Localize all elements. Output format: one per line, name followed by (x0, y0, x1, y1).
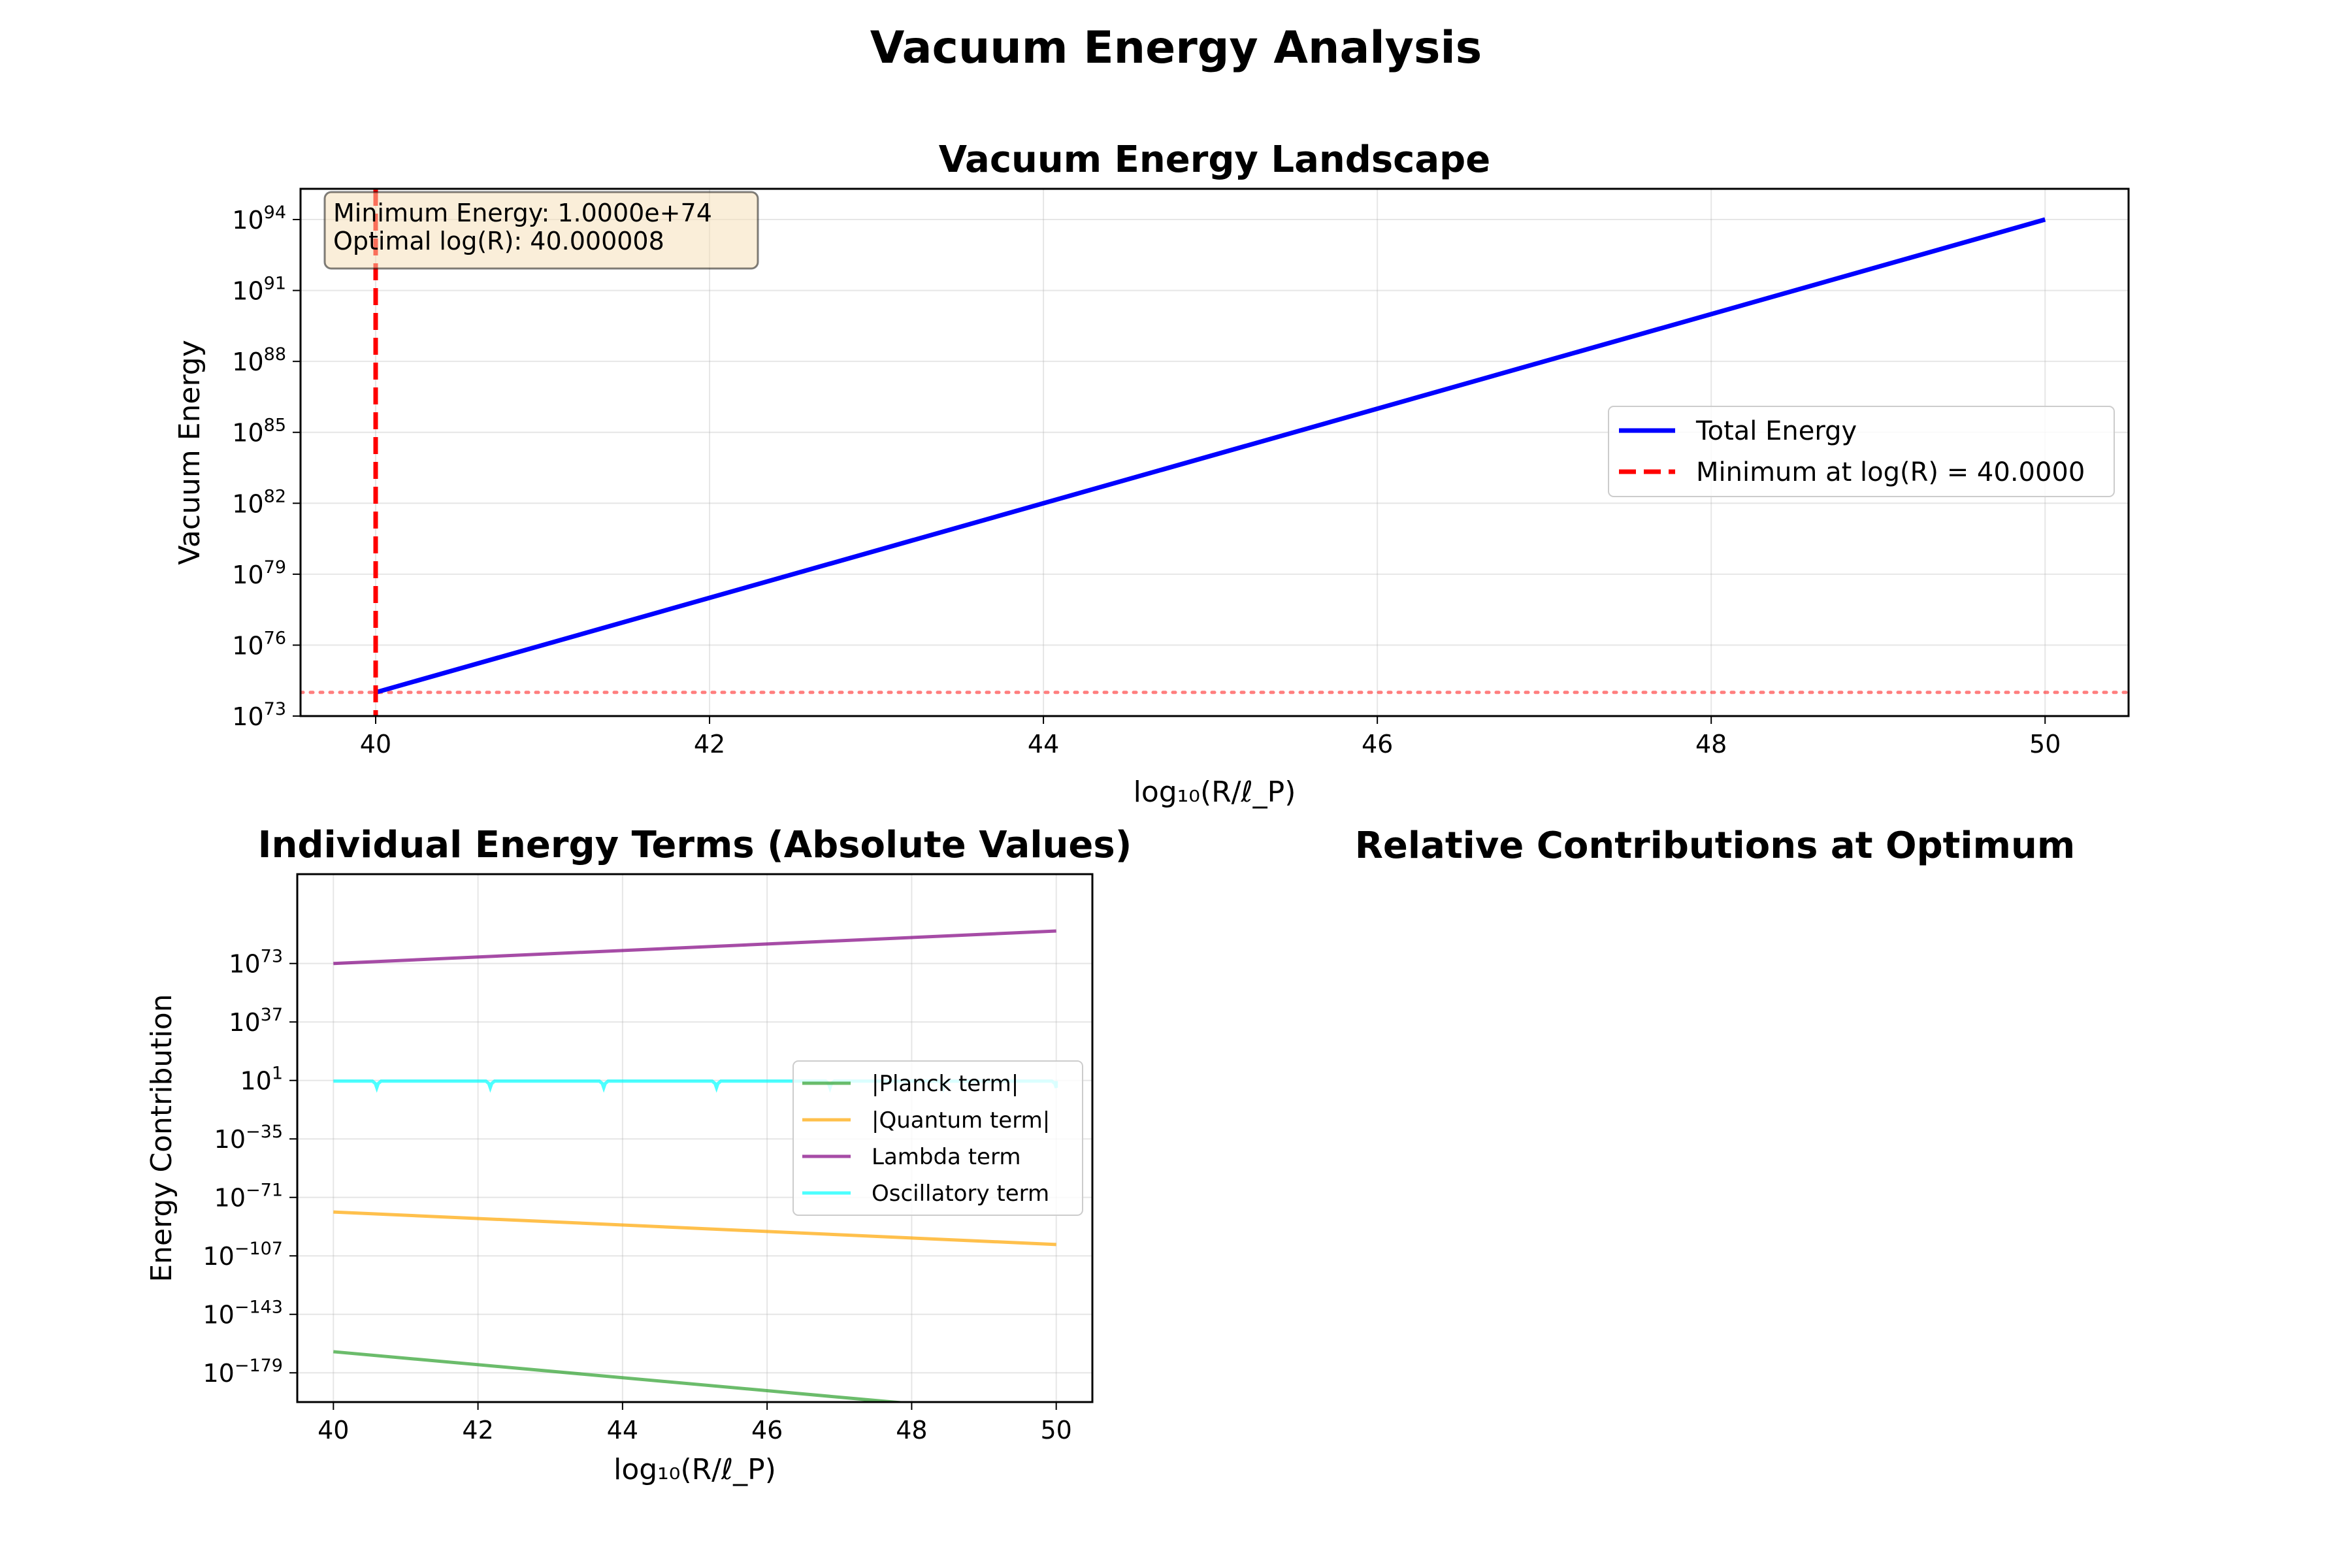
landscape-y-tick-label: 1073 (232, 699, 286, 731)
terms-x-tick-label: 46 (751, 1416, 783, 1445)
landscape-x-tick-label: 42 (694, 730, 725, 759)
terms-frame (296, 873, 1094, 1403)
terms-title: Individual Energy Terms (Absolute Values… (258, 824, 1132, 866)
landscape-y-tick-label: 1091 (232, 274, 286, 306)
terms-x-tick-label: 50 (1041, 1416, 1072, 1445)
legend-label-total-energy: Total Energy (1695, 416, 1857, 446)
landscape-y-tick-label: 1094 (232, 203, 286, 235)
terms-x-tick-label: 48 (896, 1416, 927, 1445)
terms-legend: |Planck term| |Quantum term| Lambda term Os… (792, 1060, 1083, 1216)
terms-y-tick-label: 1073 (229, 947, 283, 979)
landscape-ylabel: Vacuum Energy (173, 340, 206, 565)
landscape-xlabel: log₁₀(R/ℓ_P) (1134, 776, 1296, 809)
landscape-x-tick-label: 50 (2029, 730, 2061, 759)
terms-y-tick-label: 10−107 (203, 1239, 283, 1271)
terms-legend-frame (792, 1060, 1083, 1216)
terms-ylabel: Energy Contribution (145, 994, 178, 1282)
terms-xlabel: log₁₀(R/ℓ_P) (613, 1453, 776, 1486)
annotation-line: Optimal log(R): 40.000008 (333, 227, 664, 255)
landscape-title: Vacuum Energy Landscape (939, 139, 1490, 181)
legend-label-lambda: Lambda term (872, 1144, 1021, 1170)
terms-x-tick-label: 42 (462, 1416, 493, 1445)
energy-landscape-chart: 40 42 44 46 48 50 1073 1076 1079 1082 1085 1088 1091… (173, 139, 2130, 809)
annotation-line: Minimum Energy: 1.0000e+74 (333, 199, 712, 227)
total-energy-line (375, 217, 2046, 695)
terms-y-tick-label: 1037 (229, 1005, 283, 1037)
landscape-plot-area (301, 189, 2129, 716)
legend-label-quantum: |Quantum term| (872, 1107, 1050, 1134)
energy-terms-chart: 40 42 44 46 48 50 1073 1037 101 10−35 10−71 10−107 1… (145, 824, 1132, 1486)
relative-contributions-title: Relative Contributions at Optimum (1355, 825, 2075, 867)
landscape-x-tick-label: 48 (1695, 730, 1727, 759)
landscape-frame (299, 188, 2130, 717)
legend-frame (1608, 406, 2115, 497)
legend-label-oscillatory: Oscillatory term (872, 1181, 1049, 1207)
landscape-y-tick-label: 1088 (232, 344, 286, 376)
landscape-y-tick-label: 1082 (232, 486, 286, 518)
terms-x-tick-label: 44 (607, 1416, 638, 1445)
terms-y-tick-label: 10−71 (214, 1181, 283, 1213)
terms-y-tick-label: 101 (240, 1064, 283, 1096)
terms-x-tick-label: 40 (318, 1416, 349, 1445)
landscape-legend: Total Energy Minimum at log(R) = 40.0000 (1608, 406, 2115, 497)
planck-term-line (333, 1350, 912, 1402)
terms-y-tick-label: 10−179 (203, 1356, 283, 1388)
landscape-y-tick-label: 1085 (232, 416, 286, 448)
terms-y-tick-label: 10−143 (203, 1298, 283, 1330)
legend-label-planck: |Planck term| (872, 1071, 1019, 1097)
quantum-term-line (333, 1210, 1056, 1247)
annotation-box (323, 191, 759, 270)
landscape-y-tick-label: 1079 (232, 557, 286, 589)
landscape-y-tick-label: 1076 (232, 628, 286, 660)
landscape-x-tick-label: 44 (1028, 730, 1059, 759)
legend-label-minimum: Minimum at log(R) = 40.0000 (1696, 457, 2085, 487)
lambda-term-line (333, 929, 1056, 966)
landscape-x-tick-label: 40 (360, 730, 391, 759)
terms-y-tick-label: 10−35 (214, 1122, 283, 1154)
landscape-x-tick-label: 46 (1362, 730, 1393, 759)
figure-title: Vacuum Energy Analysis (870, 22, 1482, 74)
